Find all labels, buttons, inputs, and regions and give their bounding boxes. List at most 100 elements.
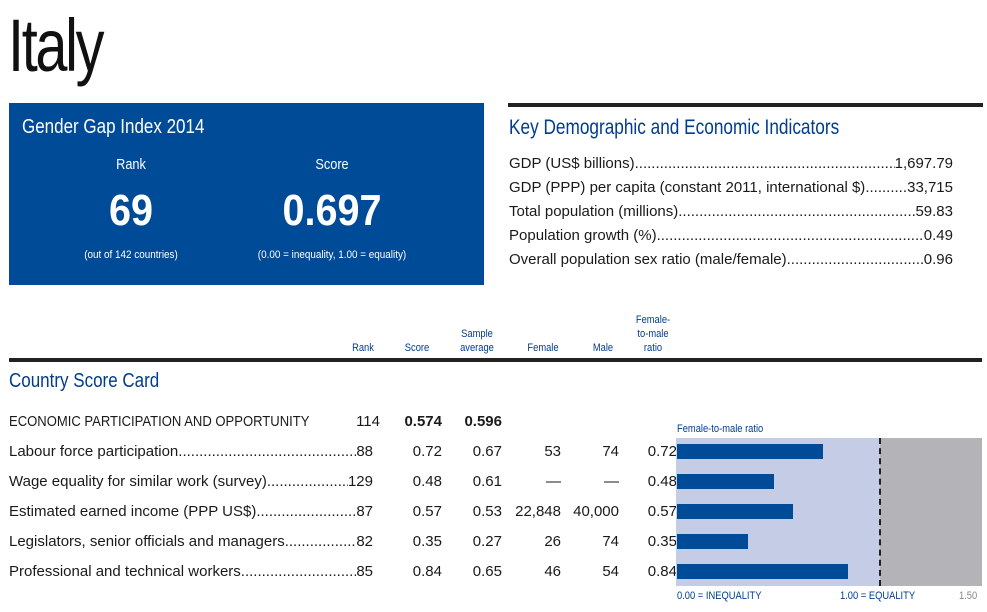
key-indicator-value: 33,715: [907, 179, 953, 196]
row-ratio: 0.84: [647, 563, 677, 580]
section-row-economic: ECONOMIC PARTICIPATION AND OPPORTUNITY 1…: [9, 413, 509, 437]
axis-label-mid: 1.00 = EQUALITY: [840, 590, 916, 602]
row-male: 74: [602, 533, 619, 550]
leader-dots: [865, 179, 907, 201]
row-score: 0.84: [412, 563, 442, 580]
scorecard-row: Legislators, senior officials and manage…: [9, 533, 679, 557]
rank-label: Rank: [116, 156, 146, 173]
key-indicators-rule: [508, 103, 983, 107]
chart-title: Female-to-male ratio: [677, 423, 764, 435]
rank-value: 69: [108, 186, 154, 235]
ratio-bar: [677, 564, 848, 579]
section-label: ECONOMIC PARTICIPATION AND OPPORTUNITY: [9, 413, 310, 430]
row-score: 0.57: [412, 503, 442, 520]
header-sample-average-line1: Sample: [461, 328, 493, 340]
key-indicator-row: GDP (PPP) per capita (constant 2011, int…: [509, 179, 953, 201]
row-score: 0.35: [412, 533, 442, 550]
scorecard-rule: [9, 358, 982, 362]
key-indicator-label: Overall population sex ratio (male/femal…: [509, 251, 787, 268]
ratio-bar: [677, 504, 793, 519]
key-indicator-label: Total population (millions): [509, 203, 679, 220]
gender-gap-index-box: Gender Gap Index 2014 Rank 69 (out of 14…: [9, 103, 484, 285]
header-rank: Rank: [352, 342, 374, 354]
row-ratio: 0.48: [647, 473, 677, 490]
key-indicator-row: Overall population sex ratio (male/femal…: [509, 251, 953, 273]
score-label: Score: [315, 156, 349, 173]
row-average: 0.65: [472, 563, 502, 580]
leader-dots: [787, 251, 924, 273]
chart-equality-region: [880, 438, 982, 586]
ratio-bar: [677, 474, 775, 489]
row-female: 22,848: [515, 503, 561, 520]
rank-note: (out of 142 countries): [84, 249, 178, 261]
row-label: Professional and technical workers: [9, 563, 241, 580]
row-female: 53: [544, 443, 561, 460]
row-score: 0.72: [412, 443, 442, 460]
score-value: 0.697: [282, 186, 382, 235]
key-indicator-label: GDP (PPP) per capita (constant 2011, int…: [509, 179, 866, 196]
header-ratio-line2: to-male: [637, 328, 669, 340]
row-female: —: [546, 473, 561, 490]
key-indicator-row: GDP (US$ billions) 1,697.79: [509, 155, 953, 177]
key-indicator-value: 0.49: [923, 227, 953, 244]
row-score: 0.48: [412, 473, 442, 490]
ggi-title: Gender Gap Index 2014: [22, 116, 205, 138]
row-rank: 85: [356, 563, 373, 580]
leader-dots: [678, 203, 915, 225]
row-rank: 87: [356, 503, 373, 520]
scorecard-row: Estimated earned income (PPP US$) 87 0.57 0…: [9, 503, 679, 527]
section-score: 0.574: [404, 413, 442, 430]
equality-reference-line: [879, 438, 881, 586]
ratio-bar: [677, 444, 824, 459]
row-female: 46: [544, 563, 561, 580]
score-note: (0.00 = inequality, 1.00 = equality): [257, 249, 407, 261]
header-score: Score: [404, 342, 430, 354]
leader-dots: [635, 155, 895, 177]
axis-label-min: 0.00 = INEQUALITY: [677, 590, 762, 602]
country-title: Italy: [8, 4, 104, 87]
row-average: 0.61: [472, 473, 502, 490]
key-indicator-row: Total population (millions) 59.83: [509, 203, 953, 225]
leader-dots: [178, 443, 356, 460]
leader-dots: [267, 473, 348, 490]
section-average: 0.596: [464, 413, 502, 430]
header-ratio-line1: Female-: [635, 314, 671, 326]
header-sample-average: Sample average: [456, 328, 499, 354]
header-male: Male: [592, 342, 614, 354]
row-rank: 129: [347, 473, 373, 490]
row-label: Labour force participation: [9, 443, 179, 460]
key-indicator-value: 0.96: [923, 251, 953, 268]
row-ratio: 0.72: [647, 443, 677, 460]
row-average: 0.53: [472, 503, 502, 520]
row-ratio: 0.57: [647, 503, 677, 520]
scorecard-row: Professional and technical workers 85 0.84…: [9, 563, 679, 587]
ratio-bar: [677, 534, 749, 549]
row-male: 74: [602, 443, 619, 460]
row-label: Wage equality for similar work (survey): [9, 473, 267, 490]
row-label: Estimated earned income (PPP US$): [9, 503, 257, 520]
header-female: Female: [527, 342, 559, 354]
row-female: 26: [544, 533, 561, 550]
leader-dots: [241, 563, 357, 580]
leader-dots: [256, 503, 356, 520]
key-indicator-value: 59.83: [915, 203, 953, 220]
row-male: 40,000: [573, 503, 619, 520]
row-average: 0.67: [472, 443, 502, 460]
leader-dots: [285, 533, 357, 550]
scorecard-row: Wage equality for similar work (survey) 1…: [9, 473, 679, 497]
section-rank: 114: [356, 413, 380, 430]
row-male: 54: [602, 563, 619, 580]
row-rank: 82: [356, 533, 373, 550]
scorecard-row: Labour force participation 88 0.72 0.67 53 74…: [9, 443, 679, 467]
row-male: —: [604, 473, 619, 490]
header-sample-average-line2: average: [460, 342, 494, 354]
key-indicator-label: Population growth (%): [509, 227, 657, 244]
header-ratio-line3: ratio: [643, 342, 663, 354]
axis-label-max: 1.50: [959, 590, 978, 602]
key-indicator-value: 1,697.79: [894, 155, 953, 172]
key-indicator-label: GDP (US$ billions): [509, 155, 635, 172]
header-female-to-male-ratio: Female- to-male ratio: [632, 314, 675, 354]
key-indicator-row: Population growth (%) 0.49: [509, 227, 953, 249]
row-average: 0.27: [472, 533, 502, 550]
scorecard-title: Country Score Card: [9, 370, 160, 392]
